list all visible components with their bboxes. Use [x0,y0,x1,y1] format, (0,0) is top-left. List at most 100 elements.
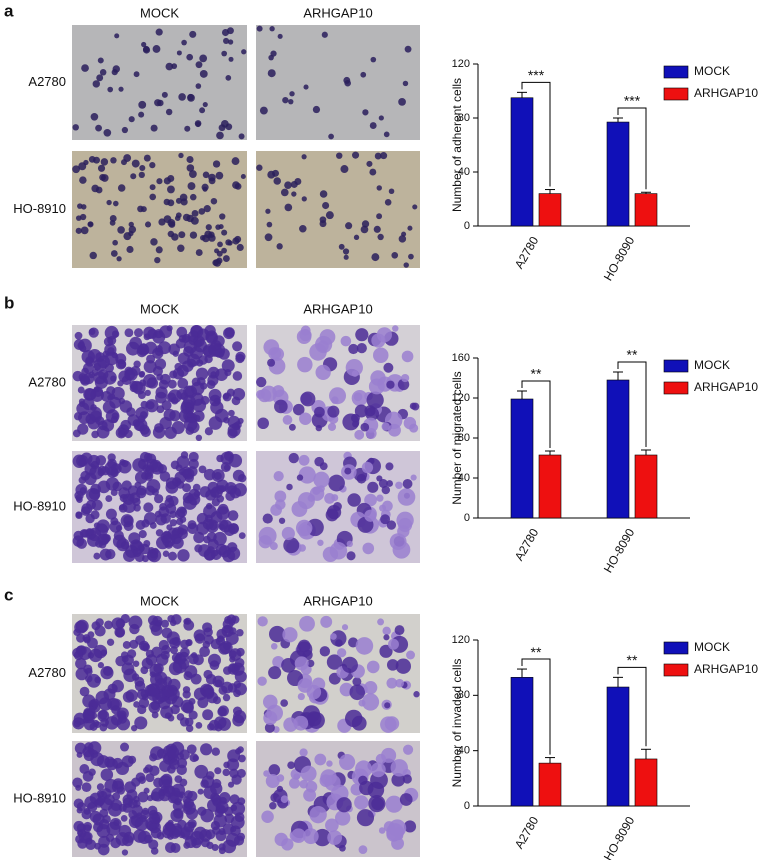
row-label: A2780 [28,74,66,89]
cell [169,637,181,649]
cell [226,388,235,397]
cell [78,476,87,485]
cell [168,551,178,561]
cell [155,386,168,399]
cell [104,620,113,630]
cell [300,765,317,782]
cell [107,453,116,462]
cell [352,151,360,159]
cell [177,549,190,562]
cell [394,625,405,636]
cell [72,777,83,788]
legend-swatch [663,87,689,101]
cell [232,341,243,352]
cell [328,133,334,140]
cell [186,164,195,172]
cell [77,828,87,838]
cell [212,160,221,168]
cell [145,465,154,474]
cell [73,720,81,728]
y-tick-label: 0 [464,800,470,812]
cell [185,724,194,733]
cell [232,422,240,430]
cell [403,820,417,833]
cell [177,524,189,535]
cell [135,487,147,499]
cell [154,494,164,504]
y-tick-label: 40 [458,472,470,484]
cell [306,684,322,700]
cell [408,253,414,260]
cell [293,715,309,731]
cell [294,178,302,185]
cell [299,224,307,233]
cell [261,810,274,824]
cell [122,691,135,703]
cell [256,376,267,388]
cell [134,481,142,489]
cell [111,330,120,338]
cell [146,401,155,410]
error-bar [641,449,651,455]
cell [197,788,204,795]
cell [257,388,272,403]
cell [341,656,358,673]
cell [341,624,349,631]
cell [141,519,150,528]
cell [296,474,304,481]
cell [282,627,298,643]
cell [100,768,114,781]
cell [92,80,101,88]
error-bar [641,191,651,194]
cell [153,663,164,674]
cell [88,648,103,663]
cell [343,254,349,260]
cell [195,434,203,441]
cell [348,637,359,648]
cell [368,378,385,395]
cell [76,751,83,758]
cell [258,535,272,549]
cell [401,350,414,363]
cell [134,716,148,730]
cell [222,255,230,262]
cell [234,235,242,243]
cell [378,115,384,121]
panel-letter: a [4,1,14,20]
cell [398,98,406,106]
x-tick-label: HO-8090 [601,814,638,860]
cell [165,494,173,503]
cell [228,409,235,417]
cell [211,778,222,789]
cell [354,795,369,810]
cell [152,347,164,359]
cell [154,256,161,264]
cell [106,638,115,646]
cell [223,761,230,769]
cell [269,801,277,810]
cell [94,625,106,637]
legend-label: ARHGAP10 [694,662,758,676]
cell [390,759,408,777]
cell [364,405,376,417]
cell [327,830,343,845]
cell [116,786,126,795]
cell [172,350,179,357]
cell [198,465,207,474]
cell [73,412,83,421]
cell [75,227,82,234]
cell [385,462,394,471]
cell [379,644,393,658]
cell [241,49,247,55]
cell [236,628,244,637]
cell [315,364,331,381]
cell [105,495,113,503]
bar [538,454,562,519]
cell [343,76,351,84]
cell [91,430,99,439]
cell [167,218,176,227]
cell [176,764,187,776]
cell [265,208,271,214]
cell [134,328,144,338]
cell [75,657,87,670]
